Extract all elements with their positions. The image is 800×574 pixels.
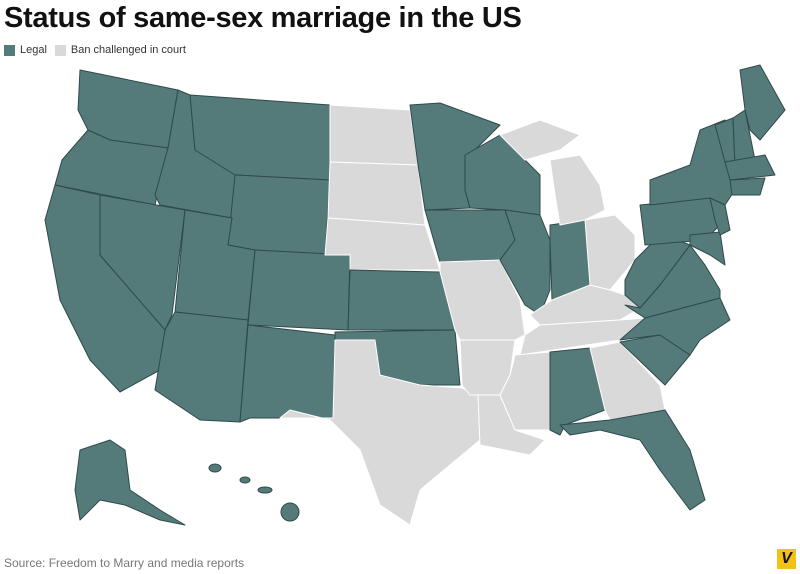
state — [154, 311, 249, 423]
state — [549, 154, 606, 226]
state — [279, 339, 481, 526]
state — [347, 269, 456, 331]
title: Status of same-sex marriage in the US — [4, 2, 522, 34]
state — [74, 439, 186, 526]
legend: Legal Ban challenged in court — [4, 44, 194, 56]
state — [739, 64, 786, 141]
state — [559, 409, 706, 511]
legend-label: Legal — [20, 44, 47, 56]
legend-item: Ban challenged in court — [54, 44, 186, 56]
state — [257, 486, 273, 494]
state — [329, 104, 419, 166]
state — [239, 324, 336, 423]
state — [99, 194, 186, 331]
state — [729, 177, 766, 196]
state — [327, 161, 426, 226]
legend-label: Ban challenged in court — [70, 44, 186, 56]
states — [44, 64, 786, 526]
state — [499, 119, 581, 161]
legend-item: Legal — [4, 44, 47, 56]
state — [424, 209, 516, 263]
state — [709, 197, 731, 236]
state — [208, 463, 222, 473]
state — [724, 154, 776, 181]
legend-swatch — [54, 44, 66, 56]
state — [689, 231, 726, 266]
logo: V — [777, 549, 796, 569]
legend-swatch — [4, 44, 15, 56]
state — [280, 502, 300, 522]
source: Source: Freedom to Marry and media repor… — [4, 556, 245, 570]
state — [239, 476, 251, 484]
state — [227, 174, 331, 256]
state — [247, 249, 351, 331]
